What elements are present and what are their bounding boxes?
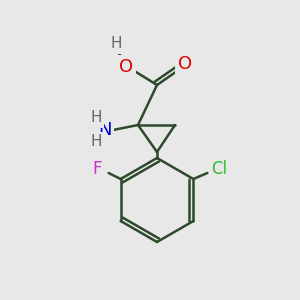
Text: H: H [90, 110, 102, 125]
Text: H: H [110, 37, 122, 52]
Text: O: O [178, 55, 192, 73]
Text: H: H [90, 134, 102, 149]
Text: N: N [98, 121, 112, 139]
Text: F: F [92, 160, 101, 178]
Text: Cl: Cl [211, 160, 227, 178]
Text: O: O [119, 58, 133, 76]
